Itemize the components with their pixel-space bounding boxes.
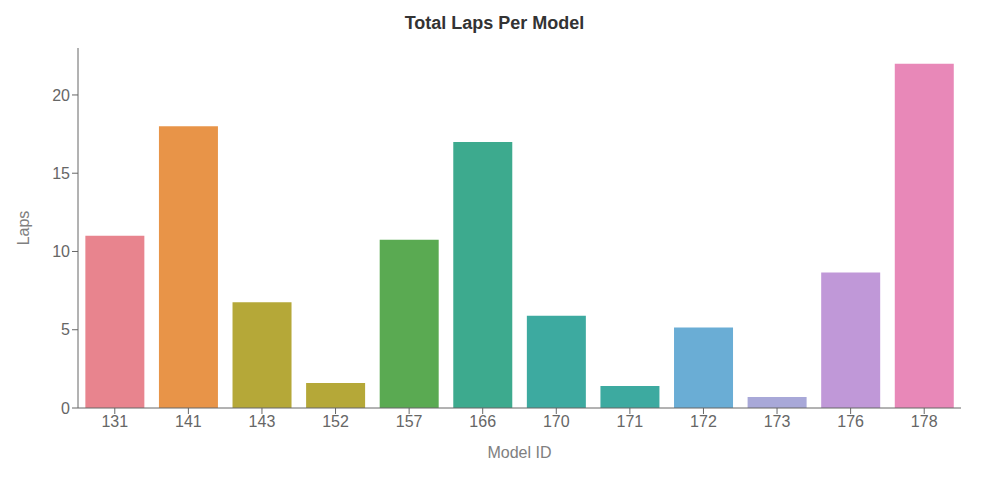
- svg-text:Model ID: Model ID: [487, 444, 551, 461]
- svg-text:170: 170: [543, 413, 570, 430]
- svg-text:10: 10: [52, 243, 70, 260]
- html-text:Total Laps Per Model: Total Laps Per Model: [404, 13, 585, 33]
- svg-text:20: 20: [52, 87, 70, 104]
- svg-text:166: 166: [469, 413, 496, 430]
- svg-text:171: 171: [617, 413, 644, 430]
- svg-text:15: 15: [52, 165, 70, 182]
- svg-text:152: 152: [322, 413, 349, 430]
- svg-text:Laps: Laps: [15, 211, 32, 246]
- svg-text:178: 178: [911, 413, 938, 430]
- svg-text:157: 157: [396, 413, 423, 430]
- svg-text:131: 131: [101, 413, 128, 430]
- svg-text:172: 172: [690, 413, 717, 430]
- svg-text:141: 141: [175, 413, 202, 430]
- svg-text:143: 143: [249, 413, 276, 430]
- svg-text:0: 0: [61, 400, 70, 417]
- svg-text:176: 176: [837, 413, 864, 430]
- svg-text:173: 173: [764, 413, 791, 430]
- svg-text:5: 5: [61, 321, 70, 338]
